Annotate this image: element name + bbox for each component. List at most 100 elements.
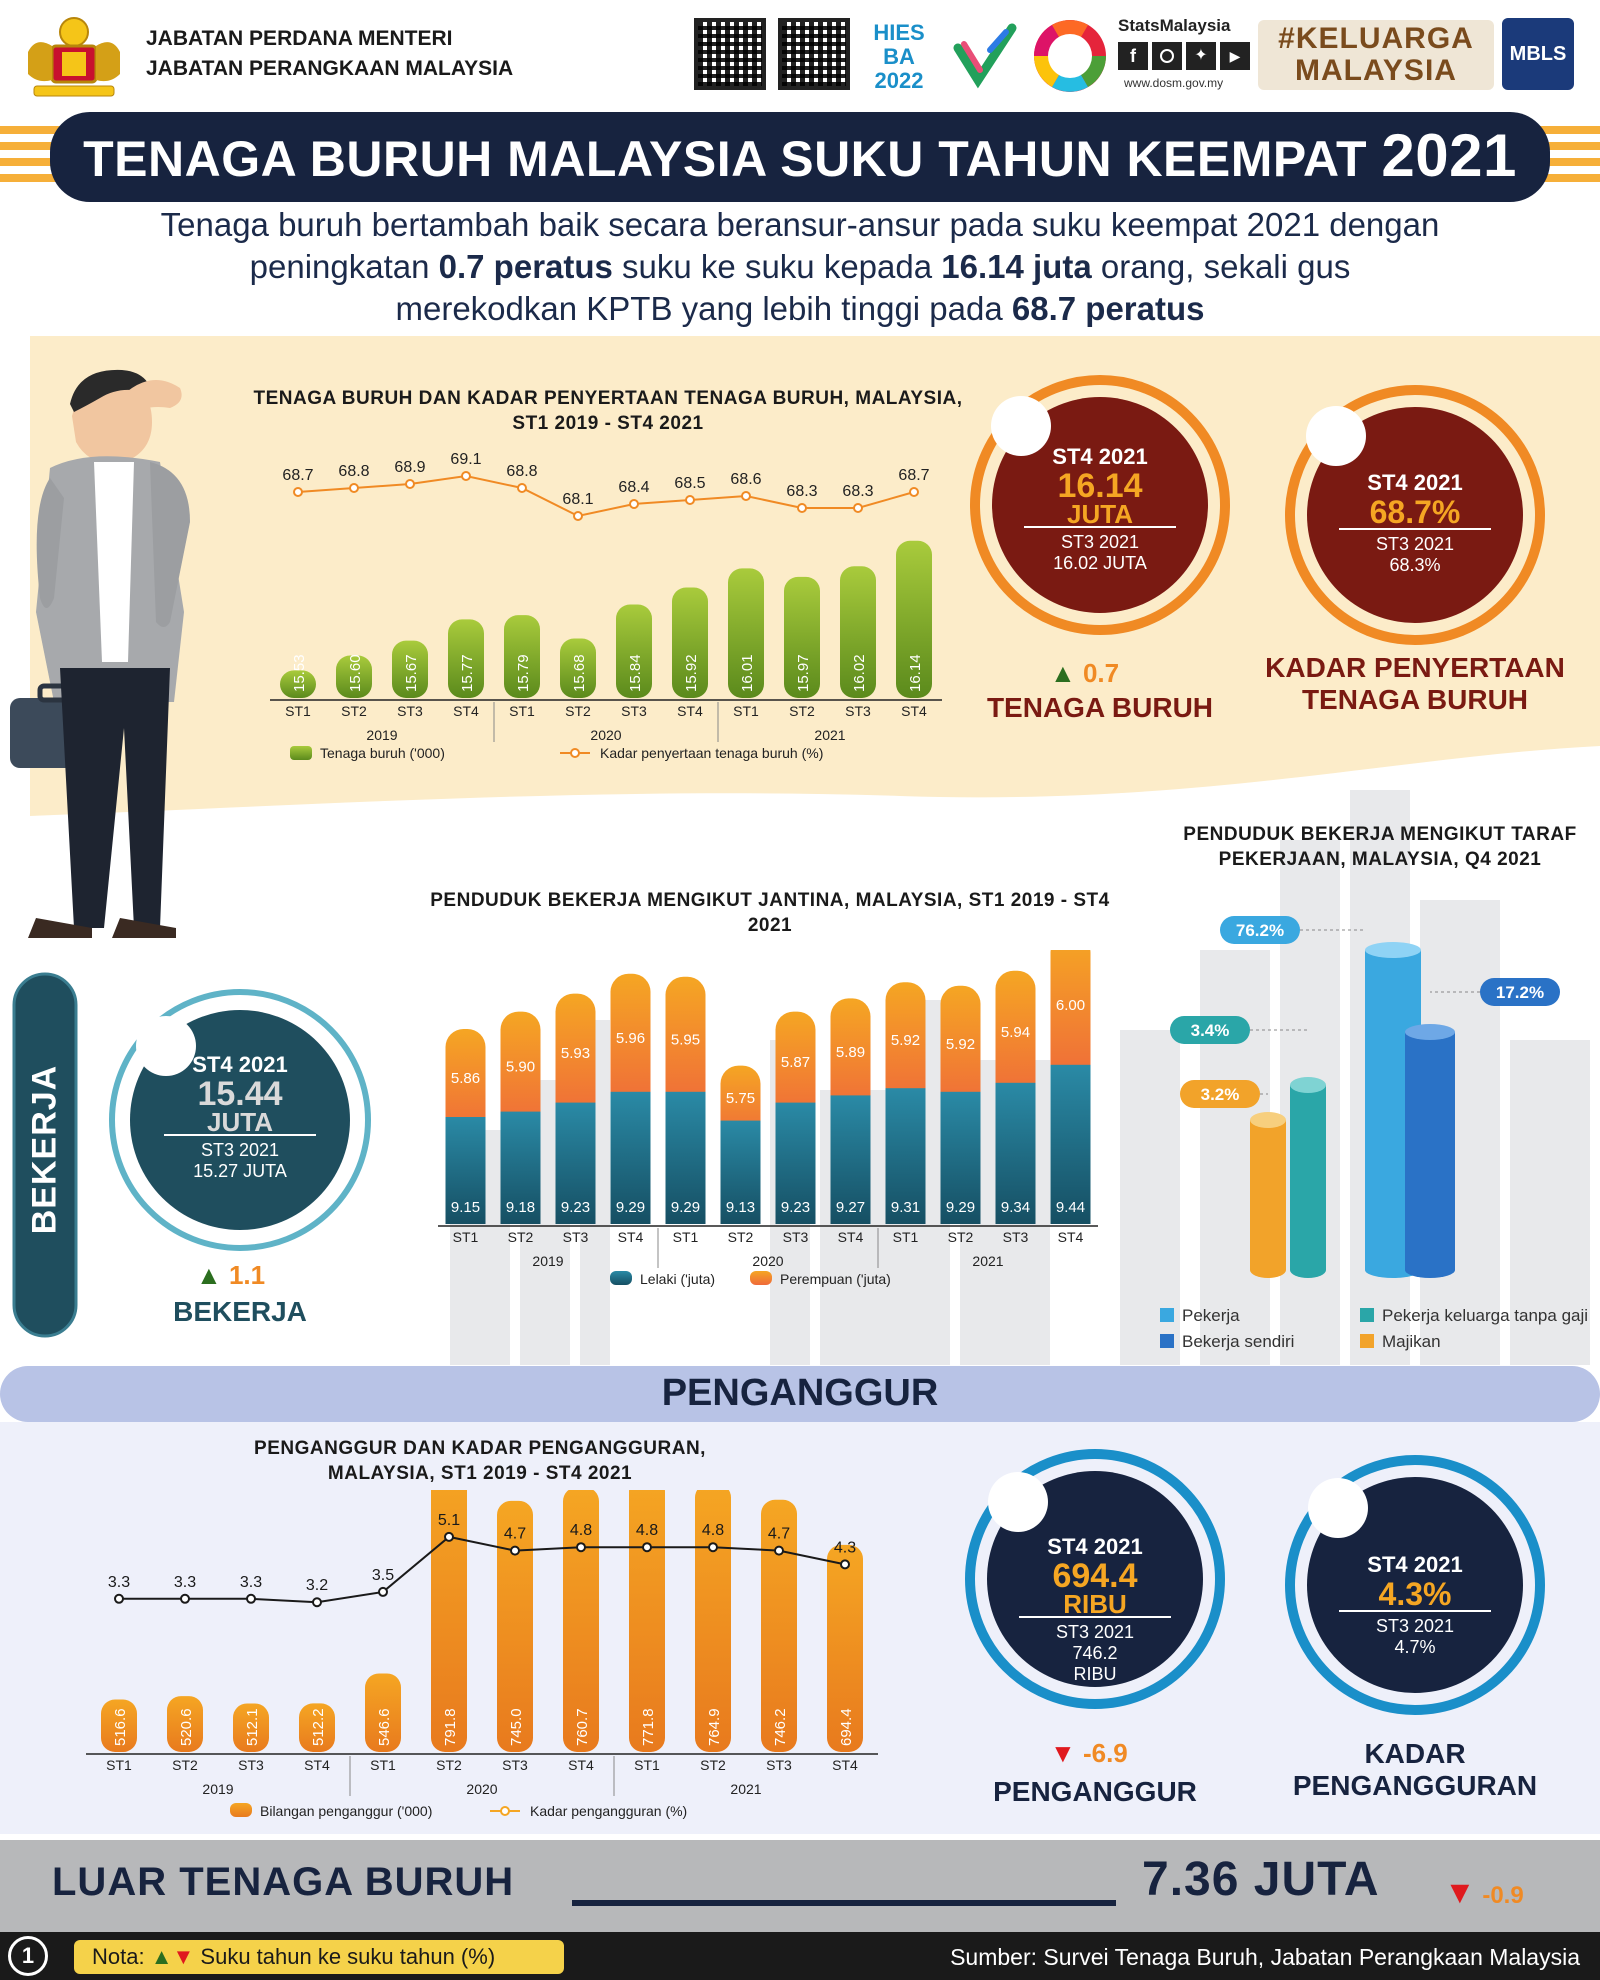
female-bar xyxy=(995,970,1036,1103)
participation-label: 68.3 xyxy=(786,483,817,500)
status-cylinder xyxy=(1405,1032,1455,1270)
x-tick-label: ST3 xyxy=(766,1757,792,1773)
status-chart-title: PENDUDUK BEKERJA MENGIKUT TARAF PEKERJAA… xyxy=(1183,824,1577,870)
labour-bar-label: 15.79 xyxy=(515,654,532,692)
participation-point xyxy=(741,491,751,501)
female-bar xyxy=(885,982,926,1109)
facebook-icon[interactable]: f xyxy=(1118,42,1148,70)
gender-chart-title: PENDUDUK BEKERJA MENGIKUT JANTINA, MALAY… xyxy=(430,890,1110,936)
unemployed-period: ST4 2021 xyxy=(1047,1534,1143,1559)
x-tick-label: ST2 xyxy=(172,1757,198,1773)
lead-line-3: merekodkan KPTB yang lebih tinggi pada 6… xyxy=(395,290,1205,327)
x-tick-label: ST1 xyxy=(733,703,759,719)
male-bar xyxy=(830,1095,871,1224)
unemployed-prev-period: ST3 2021 xyxy=(1055,1622,1135,1642)
x-tick-label: ST2 xyxy=(508,1229,534,1245)
qr-code-facebook-icon[interactable] xyxy=(778,18,850,90)
x-tick-label: ST4 xyxy=(901,703,927,719)
labour-bar xyxy=(728,568,764,698)
employed-gender-chart: 9.15 5.86 ST1 9.18 5.90 ST2 9.23 5.93 ST3 9.29 5.9… xyxy=(438,950,1098,1287)
participation-point xyxy=(517,483,527,493)
participation-rate-circle xyxy=(1285,385,1545,645)
legend-swatch-unemployed xyxy=(230,1803,252,1817)
hies-logo: HIES BA 2022 xyxy=(873,20,925,93)
x-tick-label: ST2 xyxy=(728,1229,754,1245)
female-bar-label: 5.75 xyxy=(726,1090,755,1107)
up-arrow-icon: ▲ xyxy=(150,1944,173,1969)
status-label-pill xyxy=(1170,1016,1250,1044)
status-legend-item: Bekerja sendiri xyxy=(1160,1332,1360,1352)
male-bar xyxy=(1050,1064,1091,1224)
labour-bar xyxy=(336,655,372,698)
x-tick-label: ST2 xyxy=(789,703,815,719)
header: JABATAN PERDANA MENTERI JABATAN PERANGKA… xyxy=(0,0,1600,110)
labour-bar-label: 15.97 xyxy=(795,654,812,692)
female-bar-label: 5.96 xyxy=(616,1030,645,1047)
status-label-pill xyxy=(1220,916,1300,944)
participation-label: 68.9 xyxy=(394,459,425,476)
qr-code-icon[interactable] xyxy=(694,18,766,90)
male-bar-label: 9.15 xyxy=(451,1199,480,1216)
unemployed-prev-value: 746.2 xyxy=(1072,1643,1118,1663)
unemployment-rate-label: 3.3 xyxy=(240,1574,262,1591)
legend-marker-rate xyxy=(570,748,580,758)
unemployed-bar-label: 520.6 xyxy=(178,1708,195,1746)
labour-chart-title: TENAGA BURUH DAN KADAR PENYERTAAN TENAGA… xyxy=(253,388,963,434)
employed-change: ▲ 1.1 xyxy=(196,1260,266,1290)
unemployed-bar-label: 512.1 xyxy=(244,1708,261,1746)
unemployment-chart: 516.6 ST1 520.6 ST2 512.1 ST3 512.2 ST4 546.6 ST1… xyxy=(86,1490,878,1819)
employment-status-chart: 76.2% 17.2% 3.4% 3.2% xyxy=(1170,916,1560,1278)
legend-label: Bekerja sendiri xyxy=(1182,1332,1295,1351)
businessman-illustration xyxy=(10,369,190,938)
unemployment-rate-point xyxy=(246,1593,256,1604)
status-legend-item: Pekerja keluarga tanpa gaji xyxy=(1360,1306,1590,1326)
x-tick-label: ST2 xyxy=(948,1229,974,1245)
x-tick-label: ST4 xyxy=(677,703,703,719)
status-label: 76.2% xyxy=(1236,921,1284,940)
status-label-pill xyxy=(1180,1080,1260,1108)
page-title: TENAGA BURUH MALAYSIA SUKU TAHUN KEEMPAT… xyxy=(50,112,1550,202)
unemployment-chart-title: PENGANGGUR DAN KADAR PENGANGGURAN, MALAY… xyxy=(254,1438,706,1484)
year-label: 2019 xyxy=(202,1781,233,1797)
instagram-icon[interactable] xyxy=(1152,42,1182,70)
x-tick-label: ST1 xyxy=(509,703,535,719)
labour-circle-unit: JUTA xyxy=(1024,501,1176,528)
youtube-icon[interactable]: ▶ xyxy=(1220,42,1250,70)
unemployed-bar-label: 694.4 xyxy=(838,1708,855,1746)
participation-label: 68.7 xyxy=(282,467,313,484)
unemployed-bar xyxy=(497,1500,533,1752)
penganggur-band xyxy=(0,1366,1600,1422)
x-tick-label: ST1 xyxy=(106,1757,132,1773)
twitter-icon[interactable]: ✦ xyxy=(1186,42,1216,70)
social-icons: f ✦ ▶ xyxy=(1118,42,1250,70)
labour-bar-label: 15.92 xyxy=(683,654,700,692)
unemployed-prev-unit: RIBU xyxy=(1073,1664,1117,1684)
participation-value: 68.7% xyxy=(1339,496,1491,530)
unemployed-bar-label: 791.8 xyxy=(442,1708,459,1746)
male-bar xyxy=(665,1091,706,1224)
down-arrow-icon: ▼ xyxy=(1050,1738,1076,1768)
male-bar xyxy=(500,1111,541,1224)
unemployment-rate-point xyxy=(840,1559,850,1570)
year-label: 2021 xyxy=(814,727,845,743)
labour-bar-label: 15.77 xyxy=(459,654,476,692)
labour-change: ▲ 0.7 xyxy=(1050,658,1120,688)
unemployment-rate-label: 5.1 xyxy=(438,1512,460,1529)
x-tick-label: ST1 xyxy=(634,1757,660,1773)
labour-bar-label: 15.84 xyxy=(627,654,644,692)
status-cylinder-base xyxy=(1290,1262,1326,1278)
female-bar-label: 6.00 xyxy=(1056,997,1085,1014)
male-bar xyxy=(885,1088,926,1224)
labour-bar xyxy=(560,638,596,698)
x-tick-label: ST3 xyxy=(845,703,871,719)
stats-url: www.dosm.gov.my xyxy=(1124,76,1224,90)
status-label: 17.2% xyxy=(1496,983,1544,1002)
labour-bar xyxy=(392,640,428,698)
unemployed-bar xyxy=(299,1703,335,1752)
unemployment-rate-prev-value: 4.7% xyxy=(1394,1637,1436,1657)
participation-line xyxy=(297,474,915,518)
male-bar xyxy=(940,1091,981,1224)
year-label: 2020 xyxy=(590,727,621,743)
x-tick-label: ST3 xyxy=(783,1229,809,1245)
unemployed-bar xyxy=(563,1490,599,1752)
